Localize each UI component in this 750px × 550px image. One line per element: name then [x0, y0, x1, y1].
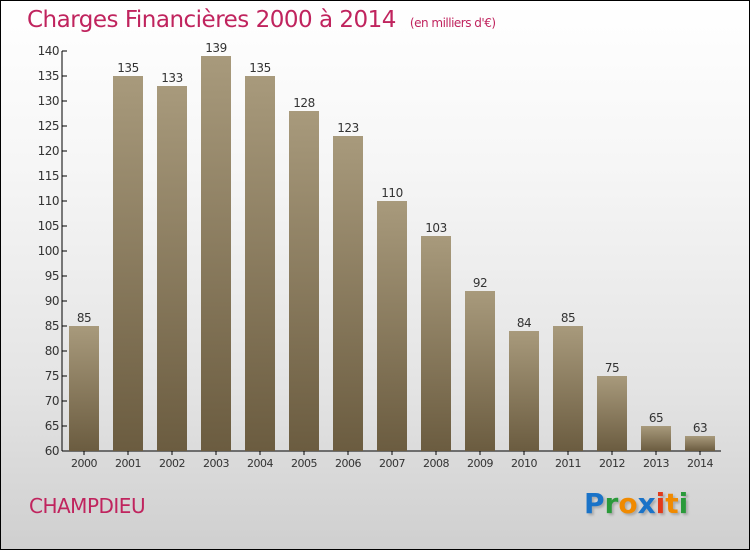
y-tick-label: 80	[45, 344, 59, 358]
y-tick-label: 115	[38, 169, 59, 183]
bar	[201, 56, 231, 451]
x-tick-label: 2006	[335, 457, 361, 470]
unit-label: (en milliers d'€)	[409, 16, 496, 30]
bar	[685, 436, 715, 451]
x-tick-label: 2008	[423, 457, 449, 470]
y-tick-label: 105	[38, 219, 59, 233]
y-tick-label: 110	[38, 194, 59, 208]
x-tick-label: 2012	[599, 457, 625, 470]
data-label: 92	[473, 276, 487, 290]
proxiti-logo: Proxiti	[584, 487, 689, 520]
city-name: CHAMPDIEU	[29, 494, 146, 518]
bar	[553, 326, 583, 451]
x-tick-label: 2009	[467, 457, 493, 470]
bar	[113, 76, 143, 451]
y-tick-label: 135	[38, 69, 59, 83]
x-tick-label: 2004	[247, 457, 273, 470]
x-tick-label: 2000	[71, 457, 97, 470]
x-tick-label: 2001	[115, 457, 141, 470]
data-label: 110	[381, 186, 402, 200]
x-tick-label: 2014	[687, 457, 713, 470]
bar	[377, 201, 407, 451]
data-label: 84	[517, 316, 531, 330]
bar	[157, 86, 187, 451]
data-label: 63	[693, 421, 707, 435]
data-label: 135	[249, 61, 270, 75]
y-tick-label: 60	[45, 444, 59, 458]
bar	[597, 376, 627, 451]
y-tick-label: 100	[38, 244, 59, 258]
y-tick-label: 85	[45, 319, 59, 333]
bar	[509, 331, 539, 451]
bar	[69, 326, 99, 451]
x-tick-label: 2010	[511, 457, 537, 470]
data-label: 128	[293, 96, 314, 110]
y-tick-label: 140	[38, 44, 59, 58]
y-tick-label: 90	[45, 294, 59, 308]
x-tick-label: 2002	[159, 457, 185, 470]
y-tick-label: 75	[45, 369, 59, 383]
data-label: 135	[117, 61, 138, 75]
data-label: 85	[561, 311, 575, 325]
y-tick-label: 65	[45, 419, 59, 433]
y-tick-label: 130	[38, 94, 59, 108]
chart-title: Charges Financières 2000 à 2014 (en milli…	[27, 7, 496, 33]
y-tick-label: 70	[45, 394, 59, 408]
data-label: 85	[77, 311, 91, 325]
y-tick-label: 120	[38, 144, 59, 158]
data-label: 75	[605, 361, 619, 375]
bar	[289, 111, 319, 451]
bar	[421, 236, 451, 451]
x-tick-label: 2003	[203, 457, 229, 470]
bar	[465, 291, 495, 451]
x-tick-label: 2007	[379, 457, 405, 470]
x-tick-label: 2005	[291, 457, 317, 470]
data-label: 123	[337, 121, 358, 135]
y-tick-label: 95	[45, 269, 59, 283]
data-label: 139	[205, 41, 226, 55]
data-label: 65	[649, 411, 663, 425]
x-tick-label: 2013	[643, 457, 669, 470]
bar	[245, 76, 275, 451]
title-text: Charges Financières 2000 à 2014	[27, 7, 396, 33]
x-tick-label: 2011	[555, 457, 581, 470]
bar	[641, 426, 671, 451]
data-label: 103	[425, 221, 446, 235]
y-tick-label: 125	[38, 119, 59, 133]
data-label: 133	[161, 71, 182, 85]
bar	[333, 136, 363, 451]
